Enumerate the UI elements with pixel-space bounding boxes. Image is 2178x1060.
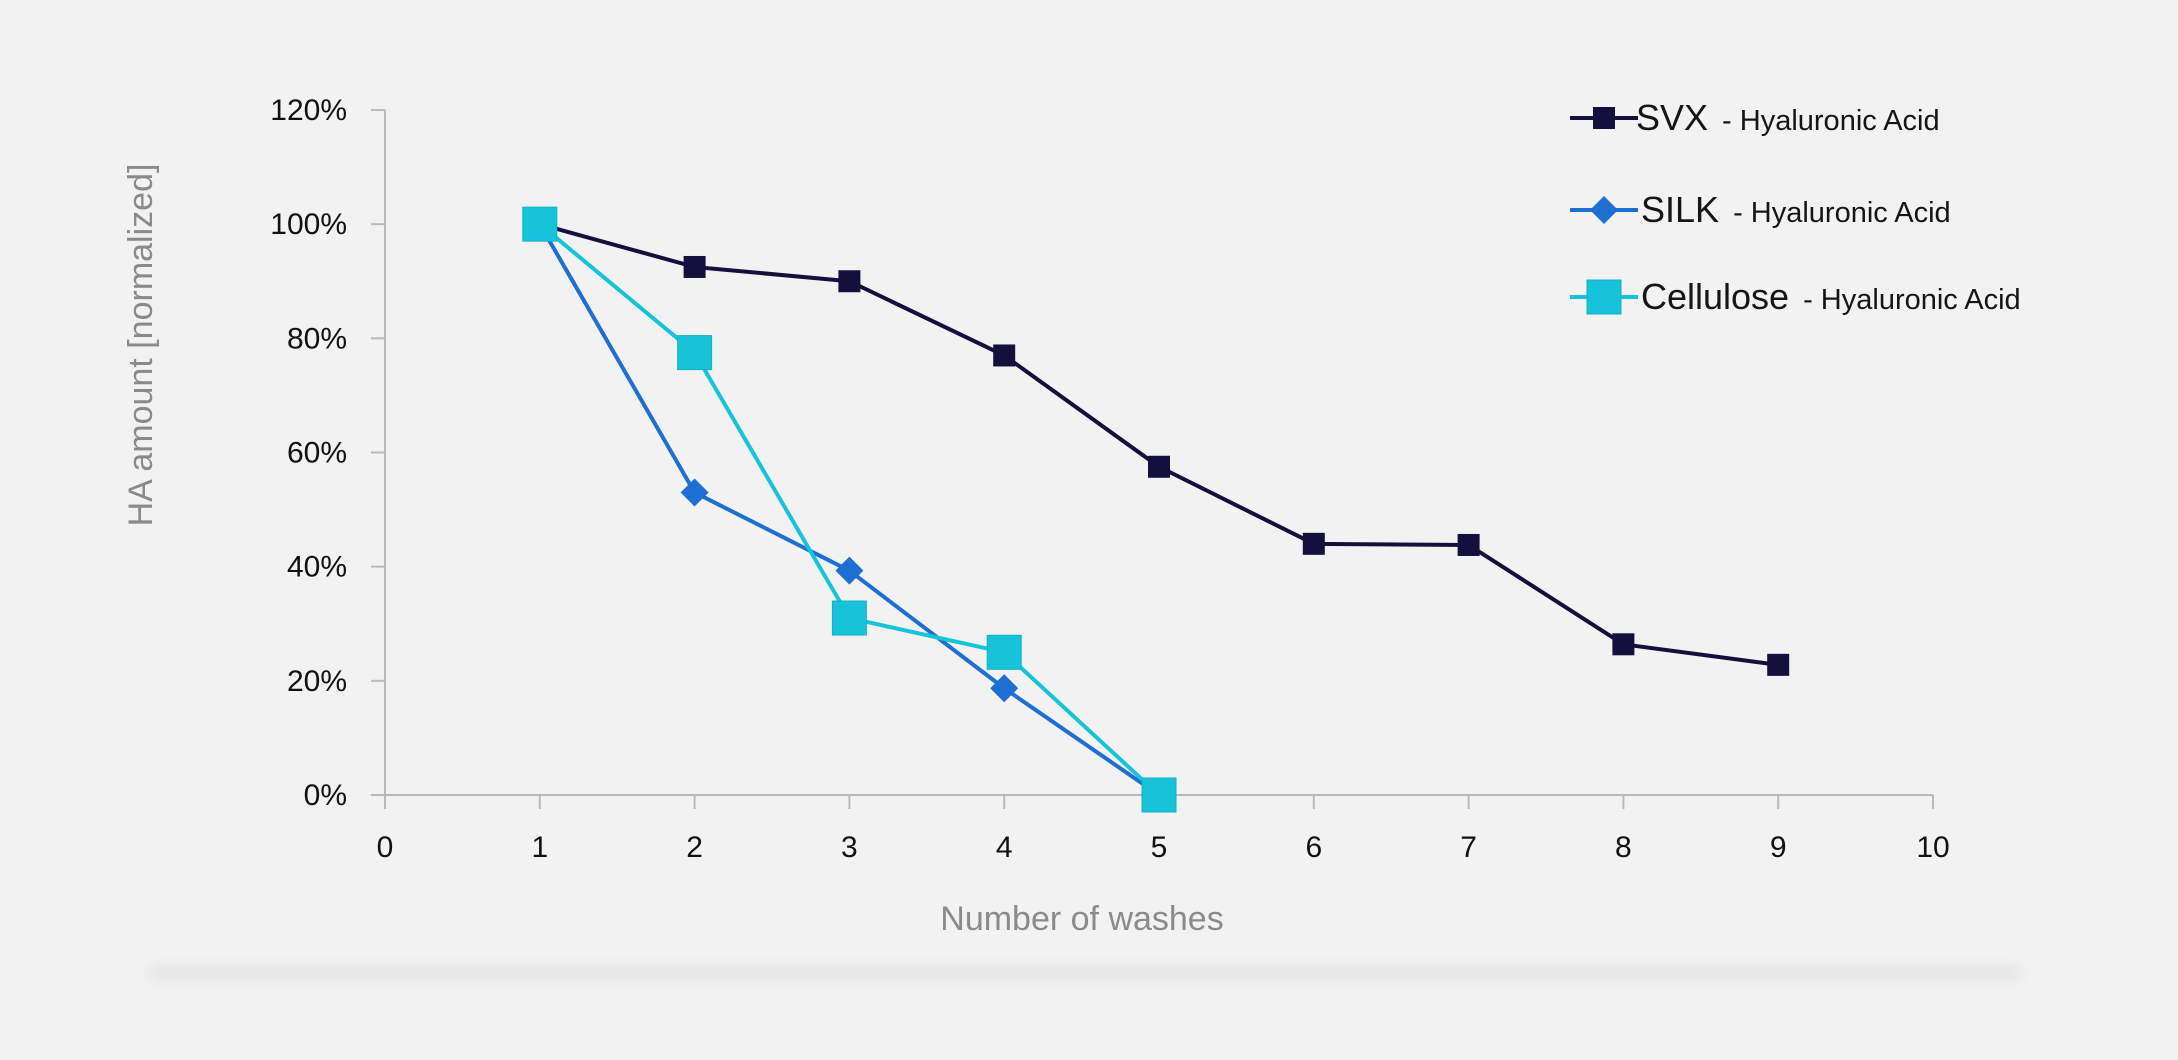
y-tick-label: 40% [287,551,347,584]
x-tick-label: 4 [996,831,1013,864]
legend-item-cellulose: Cellulose - Hyaluronic Acid [1570,276,2021,317]
data-point-silk [990,674,1019,703]
data-point-svx [1457,533,1480,556]
legend-sublabel-cellulose: - Hyaluronic Acid [1803,284,2021,316]
x-tick-label: 5 [1151,831,1168,864]
legend: SVX - Hyaluronic Acid SILK - Hyaluronic A… [1570,97,2021,317]
x-tick-label: 2 [686,831,703,864]
data-point-cellulose [986,634,1022,670]
data-point-svx [993,344,1016,367]
data-point-svx [838,270,861,293]
card-shadow [150,968,2020,982]
x-tick-label: 0 [377,831,394,864]
y-tick-label: 100% [270,208,347,241]
legend-label-cellulose: Cellulose - Hyaluronic Acid [1641,276,2021,317]
series-line-cellulose [538,222,1161,797]
legend-sublabel-svx: - Hyaluronic Acid [1722,105,1940,137]
data-point-silk [680,478,709,507]
y-tick-label: 0% [304,779,347,812]
axes: 0% 20% 40% 60% 80% 100% 120% 0 1 2 3 4 5 6 7 8 9 10 [270,94,1949,864]
x-tick-label: 10 [1916,831,1949,864]
data-point-svx [1612,633,1635,656]
legend-marker-svx [1593,107,1615,129]
data-point-svx [683,255,706,278]
x-tick-label: 6 [1305,831,1322,864]
y-tick-label: 60% [287,437,347,470]
y-tick-label: 80% [287,322,347,355]
series-cellulose [522,206,1177,813]
legend-sublabel-silk: - Hyaluronic Acid [1733,197,1951,229]
data-point-silk [835,556,864,585]
data-point-svx [1302,532,1325,555]
legend-marker-silk [1590,196,1618,224]
y-axis-title: HA amount [normalized] [122,164,160,527]
y-tick-label: 120% [270,94,347,127]
data-point-cellulose [1141,777,1177,813]
x-tick-label: 7 [1460,831,1477,864]
data-point-cellulose [522,206,558,242]
data-point-cellulose [831,600,867,636]
data-point-cellulose [677,335,713,371]
legend-label-silk: SILK - Hyaluronic Acid [1641,189,1951,230]
legend-marker-cellulose [1586,279,1622,315]
series-layer [522,206,1790,813]
legend-label-svx: SVX - Hyaluronic Acid [1636,97,1940,138]
x-tick-label: 1 [531,831,548,864]
data-point-svx [1767,653,1790,676]
data-point-svx [1148,455,1170,478]
y-tick-label: 20% [287,665,347,698]
x-tick-label: 8 [1615,831,1632,864]
legend-item-silk: SILK - Hyaluronic Acid [1570,189,1951,230]
x-axis-title: Number of washes [940,900,1223,938]
x-tick-label: 9 [1770,831,1787,864]
legend-item-svx: SVX - Hyaluronic Acid [1570,97,1940,138]
x-tick-label: 3 [841,831,858,864]
